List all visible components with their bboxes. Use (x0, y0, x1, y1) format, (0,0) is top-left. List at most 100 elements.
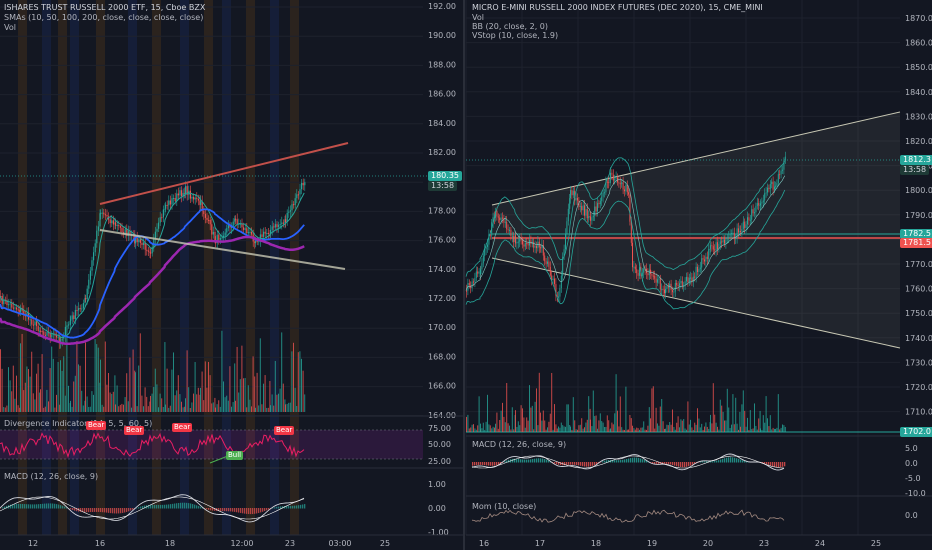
candle-body (717, 242, 718, 250)
candle-body (244, 228, 246, 230)
candle-body (662, 289, 664, 291)
candle-body (184, 192, 186, 194)
volume-bar (227, 400, 229, 412)
candle-body (783, 160, 785, 170)
left-sma-legend[interactable]: SMAs (10, 50, 100, 200, close, close, cl… (4, 13, 204, 22)
volume-bar (536, 388, 537, 432)
volume-bar (574, 420, 576, 432)
macd-histogram-bar (594, 462, 596, 466)
left-divergence-legend[interactable]: Divergence Indicator (14, 5, 5, 60, 5) (4, 419, 153, 428)
volume-bar (602, 422, 604, 432)
volume-bar (139, 333, 141, 412)
candle-body (221, 237, 223, 239)
volume-bar (639, 429, 640, 432)
volume-bar (494, 427, 495, 432)
volume-bar (585, 422, 587, 432)
volume-bar (182, 407, 184, 412)
right-bb-legend[interactable]: BB (20, close, 2, 0) (472, 22, 548, 31)
candle-body (34, 321, 36, 326)
candle-body (556, 295, 558, 297)
volume-bar (672, 409, 673, 432)
volume-bar (214, 397, 216, 412)
volume-bar (26, 366, 28, 412)
candle-body (154, 231, 156, 239)
left-vol-legend[interactable]: Vol (4, 23, 16, 32)
candle-body (181, 190, 183, 197)
volume-bar (621, 427, 623, 432)
candle-body (216, 234, 218, 244)
candle-body (614, 178, 616, 181)
bb-lower-line (465, 189, 786, 310)
volume-bar (752, 428, 754, 432)
macd-histogram-bar (568, 462, 570, 465)
candle-body (3, 299, 5, 305)
macd-histogram-bar (476, 462, 478, 466)
volume-bar (147, 406, 149, 412)
bb-basis-line (465, 175, 786, 291)
macd-tick: 0.00 (428, 504, 446, 513)
candle-body (174, 197, 176, 201)
macd-histogram-bar (58, 504, 60, 509)
macd-histogram-bar (772, 462, 774, 467)
candle-body (96, 230, 98, 244)
volume-bar (772, 427, 774, 432)
candle-body (477, 271, 479, 274)
macd-histogram-bar (260, 508, 262, 513)
left-macd-legend[interactable]: MACD (12, 26, close, 9) (4, 472, 99, 481)
candle-body (672, 290, 673, 293)
volume-bar (235, 400, 236, 412)
candle-body (258, 241, 260, 243)
volume-bar (199, 394, 201, 412)
candle-body (103, 212, 105, 215)
right-mom-legend[interactable]: Mom (10, close) (472, 502, 537, 511)
volume-bar (94, 338, 96, 412)
candle-body (545, 261, 547, 264)
macd-histogram-bar (640, 458, 642, 463)
volume-bar (293, 342, 294, 412)
candle-body (171, 198, 173, 205)
macd-histogram-bar (710, 461, 712, 463)
volume-bar (775, 428, 776, 432)
left-x-tick: 03:00 (328, 539, 351, 548)
candle-body (226, 228, 228, 233)
macd-histogram-bar (282, 506, 284, 509)
volume-bar (634, 429, 636, 432)
volume-bar (101, 404, 103, 412)
candle-body (780, 170, 782, 175)
volume-bar (572, 397, 574, 432)
volume-bar (715, 422, 717, 432)
volume-bar (732, 394, 734, 432)
candle-body (732, 232, 734, 234)
candle-body (138, 239, 140, 243)
mom-tick: 0.0 (905, 511, 918, 520)
volume-bar (126, 373, 128, 412)
macd-histogram-bar (524, 459, 526, 463)
volume-bar (285, 404, 286, 412)
macd-histogram-bar (570, 462, 572, 465)
right-vol-legend[interactable]: Vol (472, 13, 484, 22)
right-vstop-legend[interactable]: VStop (10, close, 1.9) (472, 31, 559, 40)
volume-bar (719, 399, 721, 432)
candle-body (782, 169, 783, 171)
macd-histogram-bar (276, 506, 278, 509)
session-stripe (152, 0, 161, 535)
right-volume-label: 1702.0 (900, 427, 932, 437)
volume-bar (104, 341, 106, 412)
volume-bar (533, 429, 535, 432)
volume-bar (189, 407, 191, 412)
right-macd-legend[interactable]: MACD (12, 26, close, 9) (472, 440, 567, 449)
volume-bar (475, 429, 477, 432)
macd-histogram-bar (558, 462, 560, 465)
macd-histogram-bar (576, 462, 578, 466)
volume-bar (756, 429, 758, 432)
candle-body (169, 200, 171, 205)
candle-body (562, 256, 564, 276)
session-stripe (222, 0, 231, 535)
candle-body (218, 234, 220, 240)
volume-bar (718, 429, 720, 432)
candle-body (141, 242, 143, 246)
macd-histogram-bar (262, 508, 264, 512)
macd-histogram-bar (194, 504, 196, 509)
volume-bar (6, 405, 8, 412)
